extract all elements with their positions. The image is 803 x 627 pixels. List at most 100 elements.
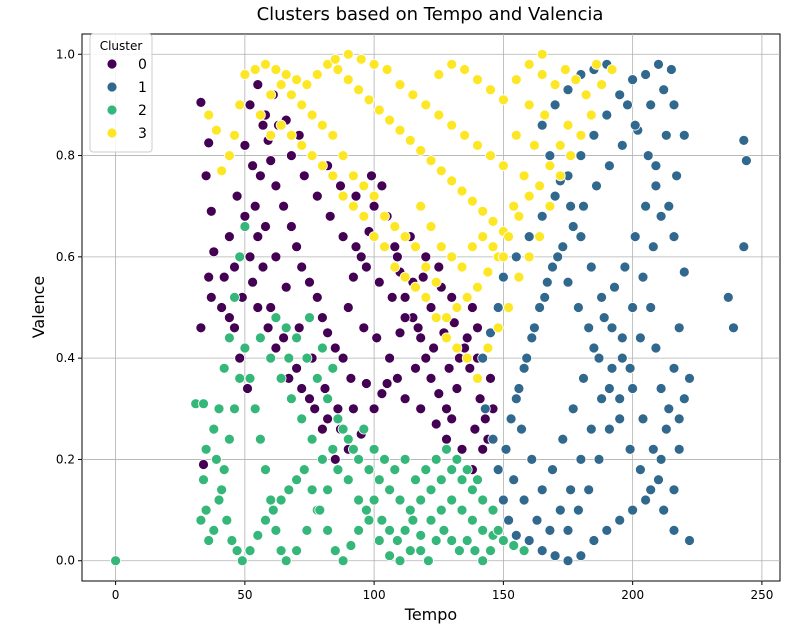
data-point bbox=[523, 251, 535, 263]
data-point bbox=[531, 514, 543, 526]
data-point bbox=[668, 484, 680, 496]
data-point bbox=[420, 99, 432, 111]
data-point bbox=[327, 362, 339, 374]
data-point bbox=[601, 109, 613, 121]
data-point bbox=[376, 388, 388, 400]
data-point bbox=[384, 484, 396, 496]
data-point bbox=[459, 129, 471, 141]
data-point bbox=[257, 261, 269, 273]
data-point bbox=[216, 484, 228, 496]
data-point bbox=[234, 251, 246, 263]
data-point bbox=[198, 459, 209, 470]
data-point bbox=[668, 231, 680, 243]
data-point bbox=[337, 352, 349, 364]
data-point bbox=[415, 545, 427, 556]
data-point bbox=[658, 84, 670, 96]
data-point bbox=[410, 241, 421, 253]
data-point bbox=[379, 241, 390, 253]
data-point bbox=[562, 119, 574, 131]
data-point bbox=[319, 383, 331, 394]
x-tick-label: 50 bbox=[237, 588, 252, 602]
data-point bbox=[425, 155, 437, 167]
data-point bbox=[306, 433, 318, 445]
data-point bbox=[544, 150, 556, 162]
data-point bbox=[510, 393, 522, 405]
data-point bbox=[347, 443, 359, 455]
data-point bbox=[549, 550, 561, 562]
data-point bbox=[231, 545, 243, 556]
data-point bbox=[508, 540, 520, 551]
data-point bbox=[275, 79, 287, 90]
data-point bbox=[425, 484, 437, 496]
data-point bbox=[412, 322, 424, 334]
data-point bbox=[358, 210, 370, 222]
data-point bbox=[601, 525, 613, 536]
data-point bbox=[523, 190, 535, 202]
data-point bbox=[242, 383, 253, 394]
data-point bbox=[529, 139, 540, 151]
data-point bbox=[329, 545, 341, 556]
data-point bbox=[322, 525, 334, 536]
data-point bbox=[523, 59, 535, 70]
data-point bbox=[588, 129, 600, 141]
data-point bbox=[399, 312, 411, 324]
data-point bbox=[304, 312, 315, 324]
data-point bbox=[518, 362, 530, 374]
data-point bbox=[485, 545, 496, 556]
data-point bbox=[252, 79, 264, 90]
data-point bbox=[616, 352, 628, 364]
data-point bbox=[296, 261, 308, 273]
data-point bbox=[407, 514, 419, 526]
data-point bbox=[653, 59, 664, 70]
legend-box bbox=[89, 33, 153, 153]
data-point bbox=[637, 271, 649, 283]
data-point bbox=[549, 190, 561, 202]
data-point bbox=[606, 64, 618, 75]
data-point bbox=[198, 474, 209, 486]
data-point bbox=[650, 160, 662, 172]
data-point bbox=[249, 64, 261, 75]
data-point bbox=[466, 241, 478, 253]
data-point bbox=[384, 550, 396, 562]
data-point bbox=[252, 231, 264, 243]
data-point bbox=[379, 453, 390, 465]
data-point bbox=[327, 129, 339, 141]
data-point bbox=[316, 312, 328, 324]
legend-label: 3 bbox=[138, 126, 147, 142]
data-point bbox=[552, 251, 564, 263]
data-point bbox=[283, 352, 295, 364]
data-point bbox=[433, 69, 445, 80]
data-point bbox=[410, 281, 421, 293]
data-point bbox=[311, 372, 323, 384]
legend-label: 1 bbox=[138, 80, 147, 96]
data-point bbox=[428, 342, 440, 354]
data-point bbox=[350, 190, 362, 202]
data-point bbox=[466, 195, 478, 207]
data-point bbox=[234, 352, 246, 364]
data-point bbox=[722, 291, 734, 303]
data-point bbox=[637, 413, 649, 425]
y-tick-label: 0.6 bbox=[56, 250, 75, 264]
data-point bbox=[280, 555, 292, 567]
data-point bbox=[596, 393, 607, 405]
data-point bbox=[482, 342, 494, 354]
data-point bbox=[265, 302, 277, 313]
data-point bbox=[438, 525, 450, 536]
data-point bbox=[477, 555, 489, 567]
data-point bbox=[544, 200, 556, 212]
series-2 bbox=[110, 221, 530, 567]
data-point bbox=[329, 53, 341, 65]
data-point bbox=[218, 271, 230, 283]
data-point bbox=[477, 231, 489, 243]
data-point bbox=[394, 124, 406, 136]
data-point bbox=[591, 180, 602, 192]
data-point bbox=[337, 190, 349, 202]
data-point bbox=[433, 261, 445, 273]
data-point bbox=[407, 89, 419, 101]
data-point bbox=[404, 504, 416, 516]
data-point bbox=[487, 433, 499, 445]
data-point bbox=[655, 383, 667, 394]
data-point bbox=[208, 246, 220, 258]
y-tick-label: 1.0 bbox=[56, 47, 75, 61]
data-point bbox=[728, 322, 739, 334]
